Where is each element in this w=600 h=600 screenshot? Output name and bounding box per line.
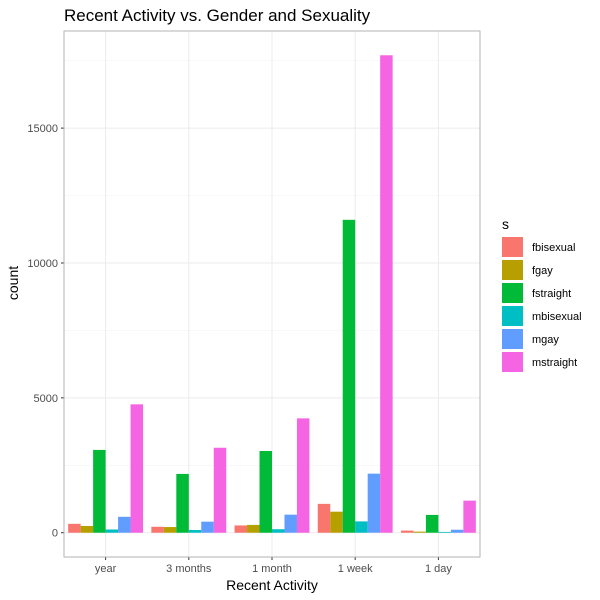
y-tick-label: 15000 xyxy=(27,123,58,135)
legend-key-mstraight xyxy=(502,352,523,372)
bar-mgay-1-week xyxy=(367,473,381,533)
x-tick-label: 1 month xyxy=(252,563,292,575)
legend-key-mbisexual xyxy=(502,306,523,326)
x-axis-title: Recent Activity xyxy=(226,577,318,593)
x-tick-label: 1 week xyxy=(338,563,373,575)
x-tick-label: year xyxy=(95,563,117,575)
bar-mgay-year xyxy=(118,516,131,533)
bar-mbisexual-1-week xyxy=(355,521,368,533)
legend-label-fstraight: fstraight xyxy=(532,288,571,300)
bar-mgay-3-months xyxy=(201,521,214,533)
bar-fstraight-3-months xyxy=(176,473,189,533)
bar-fgay-1-month xyxy=(247,524,260,533)
legend-key-fstraight xyxy=(502,283,523,303)
x-tick-label: 3 months xyxy=(166,563,212,575)
bar-fgay-year xyxy=(80,525,94,533)
bar-fbisexual-3-months xyxy=(151,526,164,533)
legend-label-fbisexual: fbisexual xyxy=(532,242,575,254)
y-axis: 0 5000 10000 15000 xyxy=(27,123,64,540)
legend-key-mgay xyxy=(502,329,523,349)
bar-mbisexual-1-day xyxy=(438,531,451,533)
bar-mgay-1-month xyxy=(284,514,297,533)
legend-key-fgay xyxy=(502,260,523,280)
bar-mstraight-1-month xyxy=(296,418,310,533)
bar-fstraight-year xyxy=(93,449,106,533)
bar-mbisexual-1-month xyxy=(272,529,285,533)
bar-mstraight-year xyxy=(130,404,144,533)
legend-label-mstraight: mstraight xyxy=(532,357,577,369)
bar-fbisexual-year xyxy=(68,523,81,533)
bar-mstraight-1-day xyxy=(463,500,476,533)
bars-layer xyxy=(68,55,476,533)
legend: s fbisexual fgay fstraight mbisexual mgay mst… xyxy=(502,216,582,372)
chart-title: Recent Activity vs. Gender and Sexuality xyxy=(64,6,371,25)
bar-mbisexual-year xyxy=(105,529,119,533)
bar-mgay-1-day xyxy=(450,529,464,533)
y-tick-label: 10000 xyxy=(27,258,58,270)
bar-fstraight-1-day xyxy=(425,514,439,533)
bar-mbisexual-3-months xyxy=(188,530,202,533)
legend-label-mgay: mgay xyxy=(532,334,559,346)
x-axis: year 3 months 1 month 1 week 1 day xyxy=(95,557,452,575)
bar-mstraight-3-months xyxy=(213,447,227,533)
legend-title: s xyxy=(502,216,509,232)
bar-fstraight-1-month xyxy=(259,450,272,533)
bar-fgay-3-months xyxy=(163,527,177,533)
bar-fstraight-1-week xyxy=(342,219,356,533)
x-tick-label: 1 day xyxy=(425,563,452,575)
y-tick-label: 5000 xyxy=(34,393,58,405)
bar-fgay-1-day xyxy=(413,531,426,533)
bar-fbisexual-1-month xyxy=(234,525,248,533)
legend-key-fbisexual xyxy=(502,237,523,257)
bar-fbisexual-1-week xyxy=(317,503,331,533)
bar-fgay-1-week xyxy=(330,511,343,533)
legend-label-mbisexual: mbisexual xyxy=(532,311,582,323)
bar-fbisexual-1-day xyxy=(400,530,414,533)
y-axis-title: count xyxy=(5,266,21,300)
panel-border xyxy=(63,30,481,558)
y-tick-label: 0 xyxy=(52,528,58,540)
legend-label-fgay: fgay xyxy=(532,265,553,277)
bar-mstraight-1-week xyxy=(380,55,393,533)
